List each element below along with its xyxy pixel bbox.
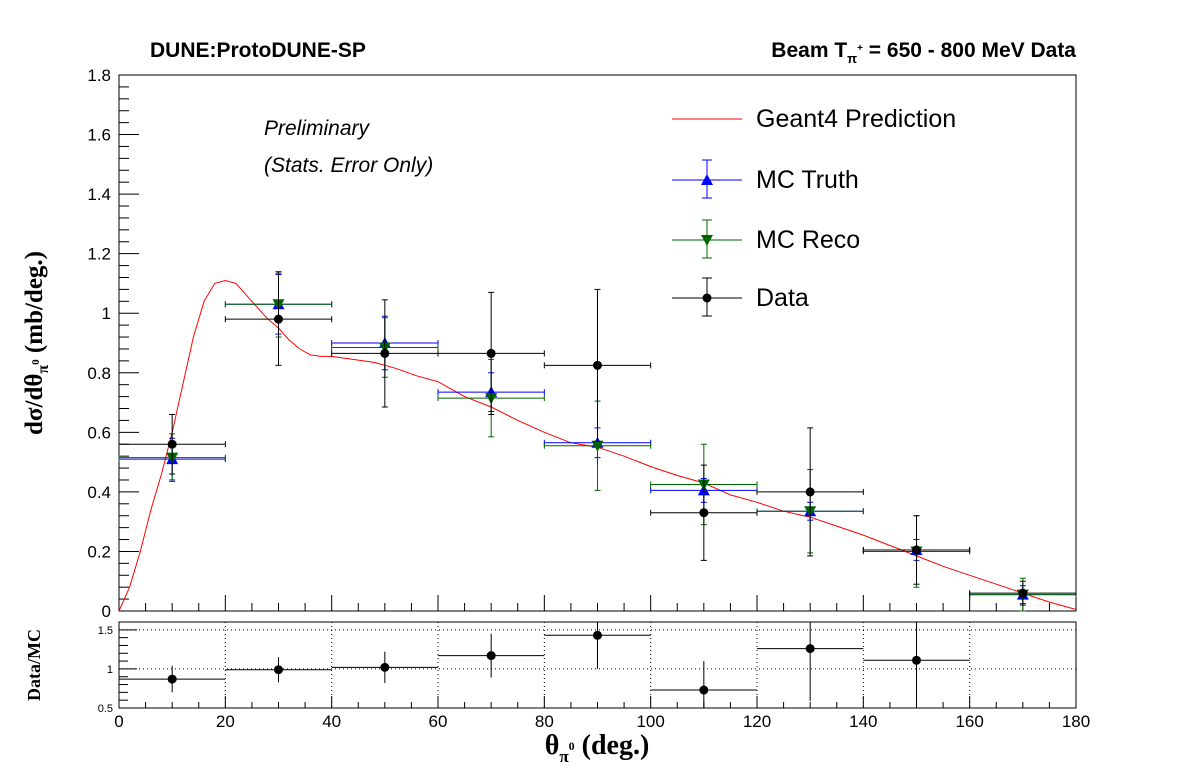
data-point <box>969 580 1077 606</box>
x-axis-label: θπ0 (deg.) <box>545 730 650 766</box>
y-tick-label: 1 <box>102 304 111 323</box>
ratio-point <box>757 622 864 701</box>
x-tick-label: 100 <box>636 712 664 731</box>
beam-energy-sup: + <box>857 43 863 54</box>
ratio-y-tick-label: 1.5 <box>98 625 113 637</box>
x-tick-label: 0 <box>114 712 123 731</box>
main-marks <box>118 271 1077 612</box>
y-tick-label: 0.2 <box>87 542 111 561</box>
x-tick-label: 160 <box>955 712 983 731</box>
beam-energy-sub: π <box>847 51 857 66</box>
y-tick-label: 1.6 <box>87 126 111 145</box>
data-marker <box>1018 588 1028 598</box>
legend: Geant4 Prediction MC Truth MC Reco Data <box>672 105 956 317</box>
ratio-marker <box>380 662 390 672</box>
ratio-y-tick-label: 1 <box>107 664 113 676</box>
ratio-point <box>331 651 438 683</box>
y-tick-label: 0.6 <box>87 423 111 442</box>
ratio-point <box>119 665 226 693</box>
legend-mc-reco-marker <box>701 235 713 246</box>
x-tick-label: 40 <box>322 712 341 731</box>
beam-energy-suffix: = 650 - 800 MeV Data <box>863 39 1076 62</box>
ratio-marker <box>805 644 815 654</box>
data-point <box>650 464 758 561</box>
data-point <box>437 291 545 415</box>
x-tick-label: 120 <box>743 712 771 731</box>
data-marker <box>380 348 390 358</box>
legend-mc-truth: MC Truth <box>672 159 859 199</box>
ratio-axes: 0.5 1 1.5 0 20 40 60 80 100 120 140 160 180 <box>98 622 1090 731</box>
legend-geant4-prediction: Geant4 Prediction <box>672 105 956 133</box>
y-tick-label: 0.4 <box>87 483 111 502</box>
main-y-axis-label: dσ/dθπ0 (mb/deg.) <box>21 251 52 435</box>
x-tick-label: 60 <box>429 712 448 731</box>
ratio-marks <box>119 622 970 708</box>
data-point <box>118 413 226 475</box>
y-tick-label: 1.4 <box>87 185 111 204</box>
ratio-marker <box>486 651 496 661</box>
ratio-point <box>438 633 545 678</box>
legend-mc-truth-label: MC Truth <box>756 166 859 194</box>
ratio-y-tick-label: 0.5 <box>98 703 113 715</box>
data-marker <box>699 508 709 518</box>
data-point <box>224 272 333 366</box>
data-point <box>331 299 439 408</box>
main-axes: 0 0.2 0.4 0.6 0.8 1 1.2 1.4 1.6 1.8 <box>87 66 1077 621</box>
data-marker <box>486 348 496 358</box>
ratio-point <box>650 661 757 708</box>
ratio-marker <box>912 655 921 665</box>
data-marker <box>167 439 177 449</box>
legend-data-marker <box>702 293 712 303</box>
x-tick-label: 80 <box>535 712 554 731</box>
stats-error-label: (Stats. Error Only) <box>264 154 433 177</box>
y-tick-label: 0 <box>102 602 111 621</box>
data-marker <box>274 314 283 324</box>
y-tick-label: 0.8 <box>87 364 111 383</box>
data-point <box>862 515 971 585</box>
legend-data-label: Data <box>756 284 809 312</box>
ratio-marker <box>167 674 177 684</box>
geant4-prediction-curve <box>118 279 1077 612</box>
x-tick-label: 140 <box>849 712 877 731</box>
legend-data: Data <box>672 277 809 317</box>
y-tick-label: 1.2 <box>87 245 111 264</box>
beam-energy-label: Beam Tπ+ = 650 - 800 MeV Data <box>771 39 1076 66</box>
legend-mc-truth-marker <box>701 174 713 185</box>
legend-mc-reco: MC Reco <box>672 219 860 259</box>
data-marker <box>912 545 921 555</box>
main-panel: 0 0.2 0.4 0.6 0.8 1 1.2 1.4 1.6 1.8 <box>87 66 1077 621</box>
experiment-label: DUNE:ProtoDUNE-SP <box>150 39 366 62</box>
data-marker <box>805 487 815 497</box>
ratio-point <box>863 622 970 708</box>
data-point <box>543 288 652 442</box>
ratio-marker <box>699 685 709 695</box>
data-point <box>756 427 864 557</box>
mc-reco-marker <box>591 440 604 452</box>
ratio-point <box>544 622 651 669</box>
ratio-y-axis-label: Data/MC <box>24 629 44 701</box>
y-tick-label: 1.8 <box>87 66 111 85</box>
ratio-marker <box>593 630 602 640</box>
x-tick-label: 180 <box>1062 712 1090 731</box>
ratio-marker <box>274 665 283 675</box>
ratio-point <box>225 657 332 683</box>
legend-geant4-prediction-label: Geant4 Prediction <box>756 105 956 133</box>
legend-mc-reco-label: MC Reco <box>756 226 860 254</box>
ratio-panel: 0.5 1 1.5 0 20 40 60 80 100 120 140 160 180 <box>98 621 1090 731</box>
x-tick-label: 20 <box>216 712 235 731</box>
data-marker <box>593 360 602 370</box>
preliminary-label: Preliminary <box>264 117 371 140</box>
beam-energy-prefix: Beam T <box>771 39 847 62</box>
